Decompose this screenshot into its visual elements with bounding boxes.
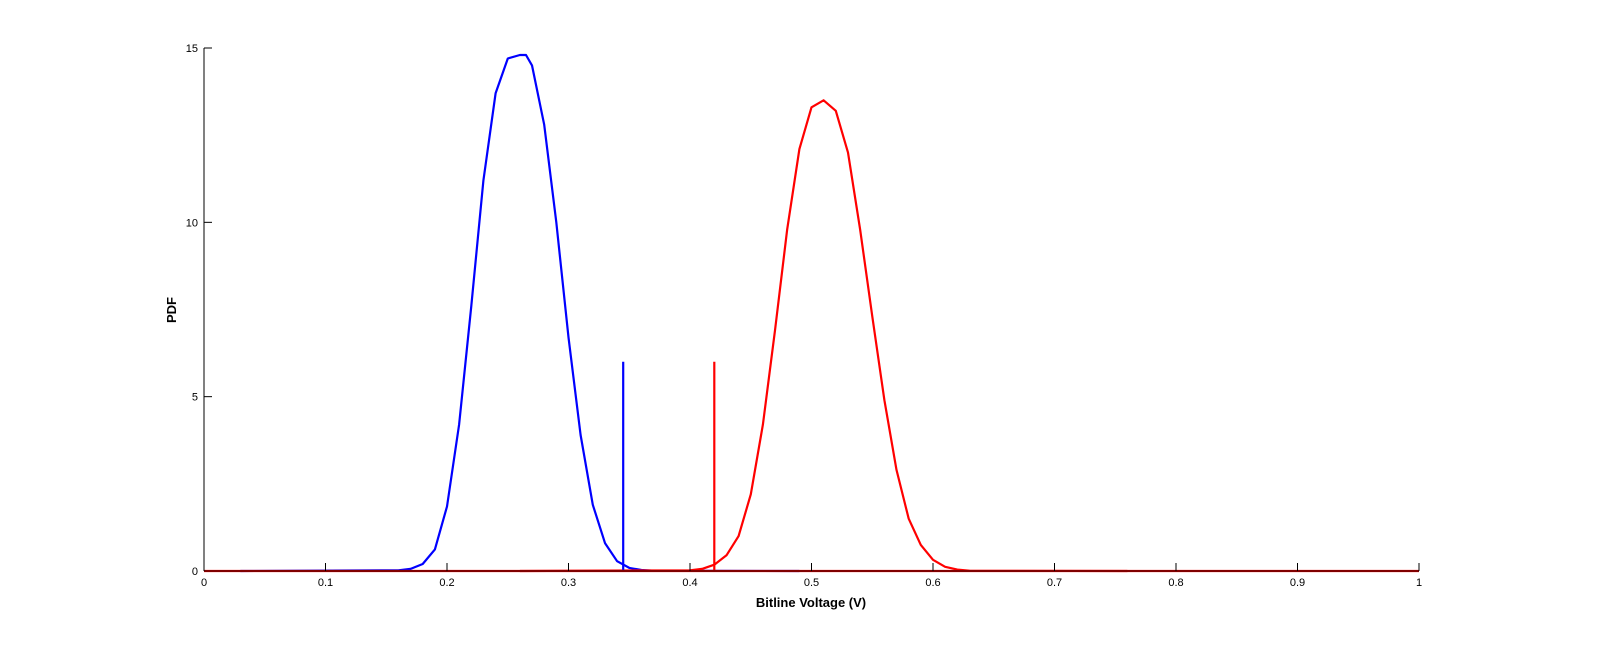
x-tick-label: 0.8 <box>1168 577 1183 589</box>
series-line-0 <box>240 53 800 573</box>
x-tick-label: 0.2 <box>439 577 454 589</box>
y-ticks: 0 5 10 15 <box>186 43 212 578</box>
axes <box>203 48 1419 572</box>
x-tick-label: 1 <box>1416 577 1422 589</box>
y-tick-label: 5 <box>192 392 198 404</box>
x-tick-label: 0.3 <box>561 577 576 589</box>
y-tick-label: 10 <box>186 217 198 229</box>
x-tick-label: 0.4 <box>682 577 697 589</box>
x-tick-label: 0.9 <box>1290 577 1305 589</box>
x-tick-label: 0 <box>201 577 207 589</box>
x-ticks: 0 0.1 0.2 0.3 0.4 0.5 0.6 0.7 0.8 0.9 1 <box>201 563 1422 589</box>
y-tick-label: 0 <box>192 566 198 578</box>
y-tick-label: 15 <box>186 43 198 55</box>
x-tick-label: 0.7 <box>1047 577 1062 589</box>
x-tick-label: 0.5 <box>804 577 819 589</box>
x-tick-label: 0.1 <box>318 577 333 589</box>
y-axis-label: PDF <box>164 297 179 323</box>
x-axis-label: Bitline Voltage (V) <box>756 595 866 610</box>
series-line-1 <box>519 99 1128 573</box>
series-layer <box>204 53 1419 573</box>
x-tick-label: 0.6 <box>925 577 940 589</box>
